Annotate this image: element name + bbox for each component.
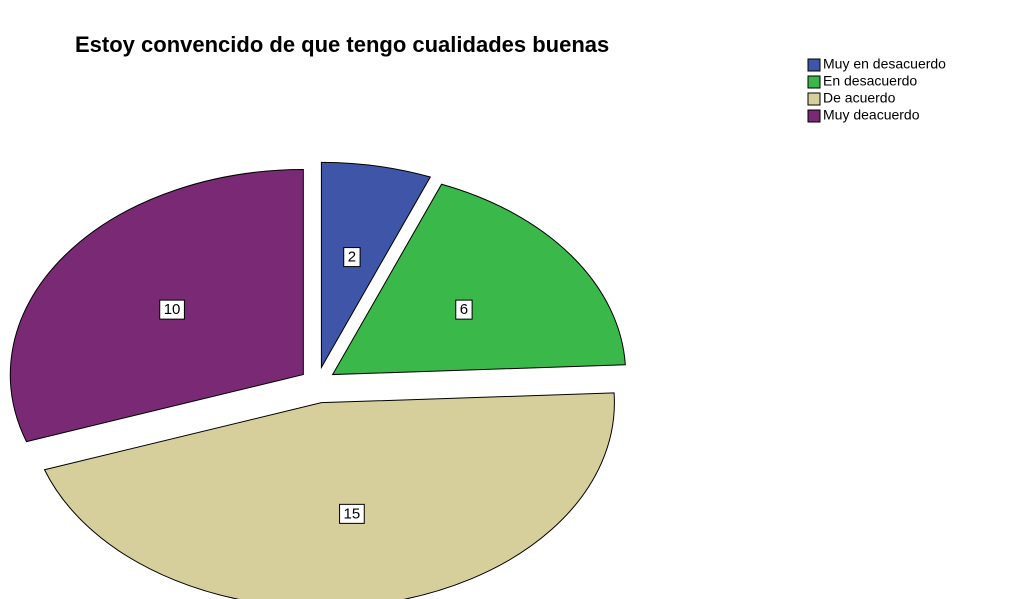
data-label-box: [455, 299, 473, 320]
data-label: 10: [164, 301, 181, 318]
legend-label: De acuerdo: [823, 90, 896, 106]
legend-label: Muy deacuerdo: [823, 107, 920, 123]
legend-swatch: [807, 109, 821, 123]
data-label: 15: [344, 505, 361, 522]
legend-label: Muy en desacuerdo: [823, 56, 946, 72]
pie-slice: [331, 183, 626, 376]
legend-swatch: [807, 75, 821, 89]
data-label-box: [159, 299, 185, 320]
data-label-box: [343, 247, 361, 268]
data-label: 6: [460, 301, 468, 318]
legend-label: En desacuerdo: [823, 73, 917, 89]
chart-title: Estoy convencido de que tengo cualidades…: [75, 32, 609, 57]
legend-swatch: [807, 92, 821, 106]
pie-slice: [43, 392, 615, 599]
legend-swatch: [807, 58, 821, 72]
pie-slice: [320, 161, 432, 370]
data-label: 2: [348, 249, 356, 266]
pie-slice: [9, 169, 304, 443]
data-label-box: [339, 503, 365, 524]
